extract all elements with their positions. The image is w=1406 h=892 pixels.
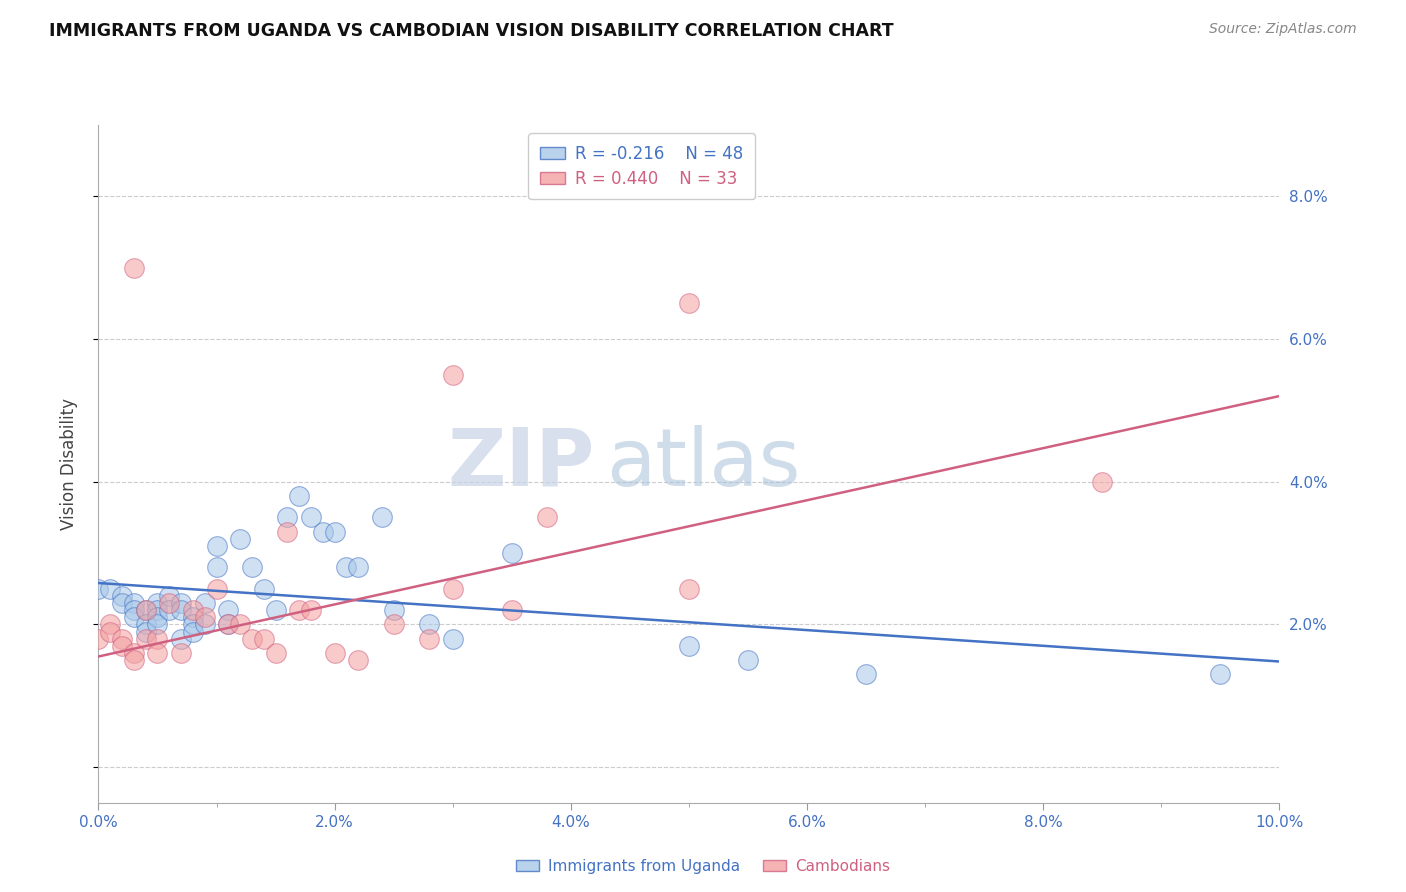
Point — [253, 632, 276, 646]
Point — [181, 617, 204, 632]
Text: Source: ZipAtlas.com: Source: ZipAtlas.com — [1209, 22, 1357, 37]
Point — [288, 489, 311, 503]
Point — [87, 582, 110, 596]
Point — [122, 646, 145, 660]
Point — [855, 667, 877, 681]
Point — [157, 589, 180, 603]
Point — [347, 560, 370, 574]
Point — [135, 624, 157, 639]
Point — [371, 510, 394, 524]
Point — [194, 610, 217, 624]
Y-axis label: Vision Disability: Vision Disability — [59, 398, 77, 530]
Point — [122, 653, 145, 667]
Point — [323, 646, 346, 660]
Point — [288, 603, 311, 617]
Point — [312, 524, 335, 539]
Point — [170, 596, 193, 610]
Point — [205, 539, 228, 553]
Point — [418, 617, 440, 632]
Point — [98, 582, 121, 596]
Point — [229, 617, 252, 632]
Text: ZIP: ZIP — [447, 425, 595, 503]
Legend: R = -0.216    N = 48, R = 0.440    N = 33: R = -0.216 N = 48, R = 0.440 N = 33 — [529, 133, 755, 199]
Point — [122, 603, 145, 617]
Point — [170, 632, 193, 646]
Point — [111, 589, 134, 603]
Point — [217, 617, 239, 632]
Point — [146, 603, 169, 617]
Point — [205, 582, 228, 596]
Point — [122, 260, 145, 275]
Point — [441, 582, 464, 596]
Point — [678, 582, 700, 596]
Point — [111, 639, 134, 653]
Text: atlas: atlas — [606, 425, 800, 503]
Text: IMMIGRANTS FROM UGANDA VS CAMBODIAN VISION DISABILITY CORRELATION CHART: IMMIGRANTS FROM UGANDA VS CAMBODIAN VISI… — [49, 22, 894, 40]
Point — [146, 596, 169, 610]
Point — [135, 603, 157, 617]
Point — [157, 596, 180, 610]
Point — [382, 603, 405, 617]
Point — [205, 560, 228, 574]
Point — [217, 603, 239, 617]
Point — [678, 639, 700, 653]
Point — [111, 632, 134, 646]
Point — [146, 617, 169, 632]
Point — [122, 610, 145, 624]
Point — [501, 603, 523, 617]
Point — [122, 596, 145, 610]
Point — [181, 624, 204, 639]
Point — [418, 632, 440, 646]
Point — [441, 368, 464, 382]
Point — [1209, 667, 1232, 681]
Point — [347, 653, 370, 667]
Point — [135, 632, 157, 646]
Point — [170, 646, 193, 660]
Point — [299, 510, 322, 524]
Point — [501, 546, 523, 560]
Point — [441, 632, 464, 646]
Point — [146, 632, 169, 646]
Point — [181, 610, 204, 624]
Point — [98, 617, 121, 632]
Point — [299, 603, 322, 617]
Point — [111, 596, 134, 610]
Point — [276, 510, 298, 524]
Point — [157, 603, 180, 617]
Point — [536, 510, 558, 524]
Point — [382, 617, 405, 632]
Point — [240, 632, 263, 646]
Point — [276, 524, 298, 539]
Point — [146, 646, 169, 660]
Point — [135, 617, 157, 632]
Point — [678, 296, 700, 310]
Point — [737, 653, 759, 667]
Legend: Immigrants from Uganda, Cambodians: Immigrants from Uganda, Cambodians — [510, 853, 896, 880]
Point — [229, 532, 252, 546]
Point — [194, 596, 217, 610]
Point — [135, 603, 157, 617]
Point — [335, 560, 357, 574]
Point — [98, 624, 121, 639]
Point — [264, 603, 287, 617]
Point — [170, 603, 193, 617]
Point — [87, 632, 110, 646]
Point — [323, 524, 346, 539]
Point — [181, 603, 204, 617]
Point — [194, 617, 217, 632]
Point — [253, 582, 276, 596]
Point — [146, 610, 169, 624]
Point — [217, 617, 239, 632]
Point — [264, 646, 287, 660]
Point — [240, 560, 263, 574]
Point — [1091, 475, 1114, 489]
